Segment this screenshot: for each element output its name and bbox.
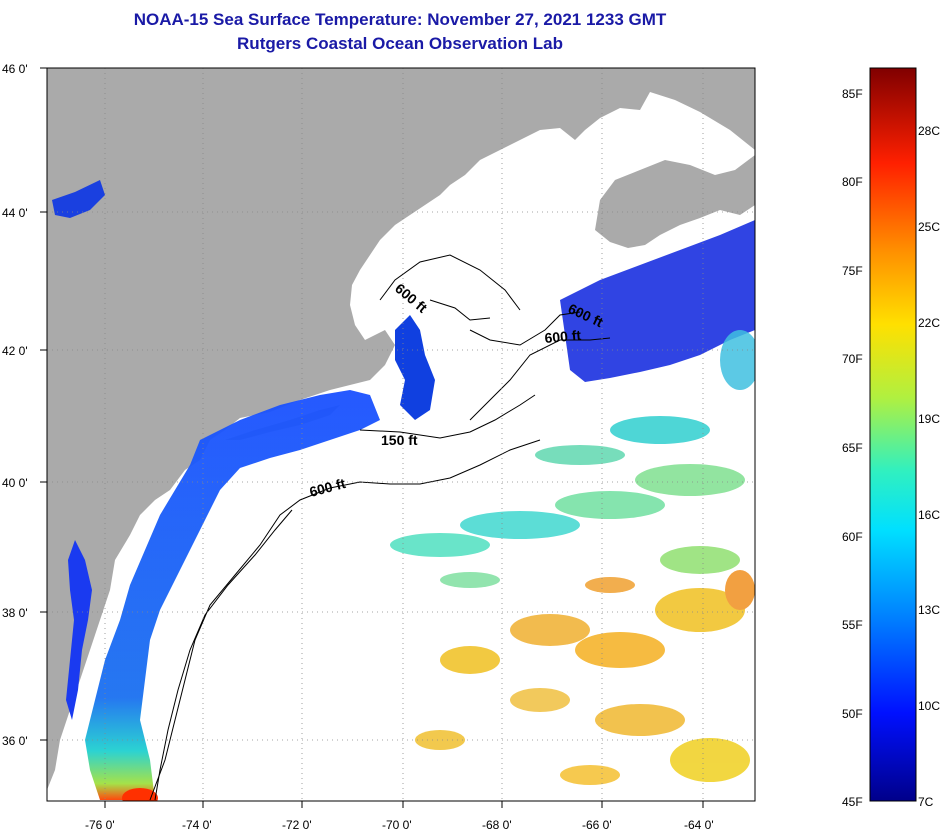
lat-label: 40 0' [2, 476, 28, 490]
land-us [47, 68, 755, 790]
lat-label: 44 0' [2, 206, 28, 220]
land-nova-scotia [595, 155, 755, 248]
contour-label-600-georges-b: 600 ft [544, 327, 582, 346]
bathymetry-contours [149, 254, 611, 801]
graticule [47, 68, 755, 801]
lon-label: -68 0' [482, 818, 512, 832]
colorbar-f-label: 45F [842, 795, 863, 809]
colorbar-c-label: 19C [918, 412, 941, 426]
cold-water-cape-cod [395, 315, 435, 420]
colorbar-c-label: 13C [918, 603, 941, 617]
lat-label: 38 0' [2, 606, 28, 620]
lon-label: -70 0' [382, 818, 412, 832]
colorbar-f-label: 65F [842, 441, 863, 455]
color-bar [869, 67, 917, 802]
map-title: NOAA-15 Sea Surface Temperature: Novembe… [133, 10, 667, 29]
colorbar-c-label: 10C [918, 699, 941, 713]
temp-patches-warm [415, 570, 755, 785]
cold-coastal-water [85, 390, 380, 800]
colorbar-f-label: 60F [842, 530, 863, 544]
colorbar-c-label: 7C [918, 795, 934, 809]
water-gulf-of-maine [375, 100, 670, 350]
map-subtitle: Rutgers Coastal Ocean Observation Lab [237, 34, 563, 53]
contour-label-150: 150 ft [381, 432, 418, 448]
colorbar-c-label: 22C [918, 316, 941, 330]
colorbar-f-label: 55F [842, 618, 863, 632]
cold-water-scotian [560, 220, 755, 382]
plot-border [46, 67, 756, 802]
colorbar-f-label: 70F [842, 352, 863, 366]
colorbar-c-label: 16C [918, 508, 941, 522]
lon-label: -76 0' [85, 818, 115, 832]
colorbar-c-label: 25C [918, 220, 941, 234]
lon-label: -74 0' [182, 818, 212, 832]
colorbar-c-label: 28C [918, 124, 941, 138]
lat-label: 46 0' [2, 62, 28, 76]
lon-label: -72 0' [282, 818, 312, 832]
lon-label: -66 0' [582, 818, 612, 832]
colorbar-f-label: 50F [842, 707, 863, 721]
colorbar-f-label: 85F [842, 87, 863, 101]
lon-label: -64 0' [684, 818, 714, 832]
lake-west [52, 180, 105, 218]
axis-ticks [40, 67, 704, 808]
warm-corner [122, 788, 158, 801]
colorbar-f-label: 80F [842, 175, 863, 189]
lat-label: 36 0' [2, 734, 28, 748]
chesapeake-bay [66, 540, 92, 720]
colorbar-f-label: 75F [842, 264, 863, 278]
lat-label: 42 0' [2, 344, 28, 358]
temp-patches-mid [390, 330, 755, 588]
